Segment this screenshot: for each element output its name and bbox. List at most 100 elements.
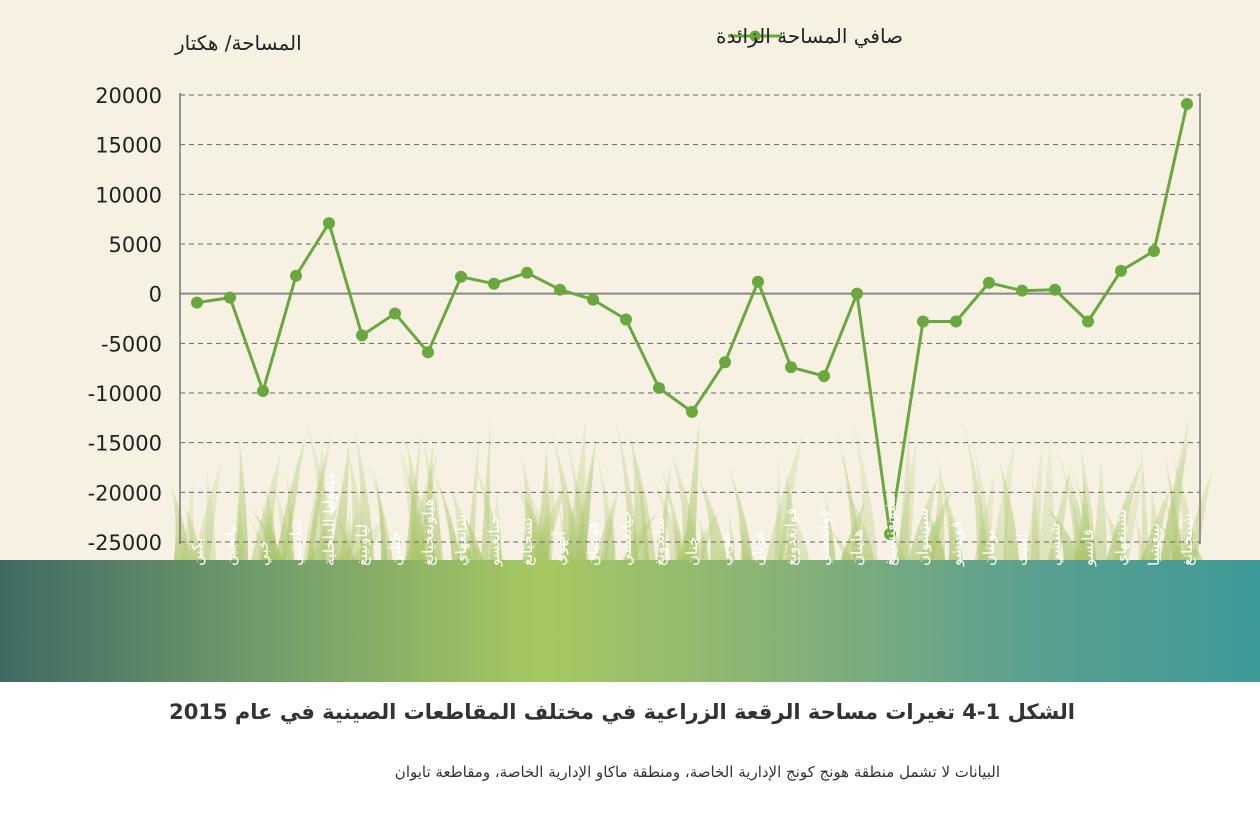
data-point — [323, 217, 335, 230]
category-label: التبت — [1013, 533, 1031, 566]
grass-blade — [251, 453, 281, 560]
legend: صافي المساحة الزائدة — [716, 24, 903, 49]
grass-blade — [303, 413, 337, 560]
grass-blade — [1139, 431, 1149, 560]
grass-blade — [895, 435, 917, 560]
data-point — [884, 528, 896, 541]
y-tick-label: -10000 — [88, 382, 162, 406]
category-label: شانشي — [287, 519, 306, 566]
grass-blade — [184, 505, 201, 560]
grass-blade — [557, 503, 571, 560]
grass-blade — [426, 454, 461, 560]
grass-blade — [448, 482, 472, 560]
category-label: تشجيانغ — [518, 518, 536, 567]
grass-blade — [521, 456, 540, 560]
grass-blade — [1169, 447, 1198, 560]
data-point — [191, 296, 203, 309]
grass-blade — [833, 418, 862, 560]
y-tick-label: -25000 — [88, 531, 162, 555]
category-label: سيتشوان — [914, 508, 932, 566]
data-point — [785, 361, 797, 374]
data-point — [587, 293, 599, 306]
grass-blade — [354, 427, 375, 560]
legend-marker — [749, 30, 761, 42]
grass-blade — [564, 492, 585, 560]
line-chart: 20000 15000 10000 5000 0 -5000 -10000 -15000 -20… — [87, 24, 1213, 567]
category-label: لياونينغ — [353, 524, 371, 566]
data-point — [917, 315, 929, 328]
grass-decoration — [170, 410, 1213, 560]
figure-note: البيانات لا تشمل منطقة هونج كونج الإداري… — [394, 763, 1000, 781]
grass-blade — [336, 505, 363, 560]
grass-blade — [1025, 437, 1044, 560]
category-label: خبي — [254, 540, 273, 566]
grid-lines — [180, 94, 1200, 543]
grass-blade — [946, 497, 963, 560]
grass-blade — [1079, 446, 1096, 560]
figure-caption: الشكل 1-4 تغيرات مساحة الرقعة الزراعية ف… — [169, 700, 1075, 724]
grass-blade — [1117, 470, 1145, 560]
grass-blade — [990, 436, 1016, 560]
category-label: تشينغهاي — [1112, 509, 1131, 566]
category-label: هيلونغجيانغ — [419, 498, 437, 566]
grass-blade — [695, 473, 728, 560]
data-point — [356, 329, 368, 342]
category-label: قانسو — [1079, 529, 1097, 567]
data-point — [1082, 315, 1094, 328]
data-point — [686, 405, 698, 418]
grass-blade — [480, 415, 491, 560]
data-point — [653, 382, 665, 395]
data-point — [851, 287, 863, 300]
data-point — [1148, 244, 1160, 257]
data-point — [224, 291, 236, 304]
data-point — [983, 276, 995, 289]
grass-blade — [1091, 459, 1107, 560]
category-label: شاندونغ — [650, 517, 668, 566]
y-tick-label: 5000 — [109, 233, 162, 257]
grass-blade — [203, 465, 216, 560]
data-point — [950, 315, 962, 328]
data-point — [620, 313, 632, 326]
grass-blade — [614, 414, 639, 560]
grass-blade — [1160, 432, 1192, 560]
data-point — [554, 283, 566, 296]
grass-blade — [908, 476, 938, 560]
grass-blade — [364, 451, 393, 560]
data-point — [752, 275, 764, 288]
y-tick-label: 20000 — [95, 84, 162, 108]
category-label: منغوليا الداخلية — [320, 472, 338, 566]
category-label: هونان — [749, 530, 767, 566]
y-tick-labels: 20000 15000 10000 5000 0 -5000 -10000 -15000 -20… — [88, 84, 162, 555]
grass-blade — [456, 502, 483, 560]
grass-blade — [275, 434, 307, 560]
grass-blade — [1036, 437, 1055, 560]
category-label: جيانغسو — [485, 515, 503, 567]
grass-blade — [724, 457, 753, 560]
category-label: آنهوي — [551, 530, 570, 566]
grass-blade — [766, 435, 803, 560]
category-label: هوبي — [716, 534, 735, 566]
grass-blade — [535, 475, 554, 560]
category-band — [0, 560, 1260, 682]
grass-blade — [1048, 464, 1072, 560]
grass-blade — [1133, 510, 1146, 560]
grass-blade — [960, 410, 989, 560]
category-label: فوجيان — [584, 522, 602, 566]
data-point — [389, 307, 401, 320]
category-label: هاينان — [848, 529, 866, 566]
y-tick-label: 10000 — [95, 183, 162, 207]
series-points — [191, 97, 1193, 541]
grass-blade — [1053, 440, 1086, 560]
grass-blade — [595, 451, 617, 560]
category-label: تيانجين — [221, 523, 239, 566]
category-label: شينجيانغ — [1178, 513, 1196, 566]
y-axis-label: المساحة/ هكتار — [174, 31, 302, 55]
category-label: قوانغدونغ — [782, 508, 800, 566]
grass-blade — [727, 514, 736, 560]
category-label: بكين — [188, 538, 206, 566]
category-label: يونتان — [980, 530, 998, 566]
y-tick-label: 0 — [149, 283, 162, 307]
grass-blade — [1169, 518, 1203, 560]
grass-blade — [788, 506, 810, 560]
data-point — [1115, 264, 1127, 277]
